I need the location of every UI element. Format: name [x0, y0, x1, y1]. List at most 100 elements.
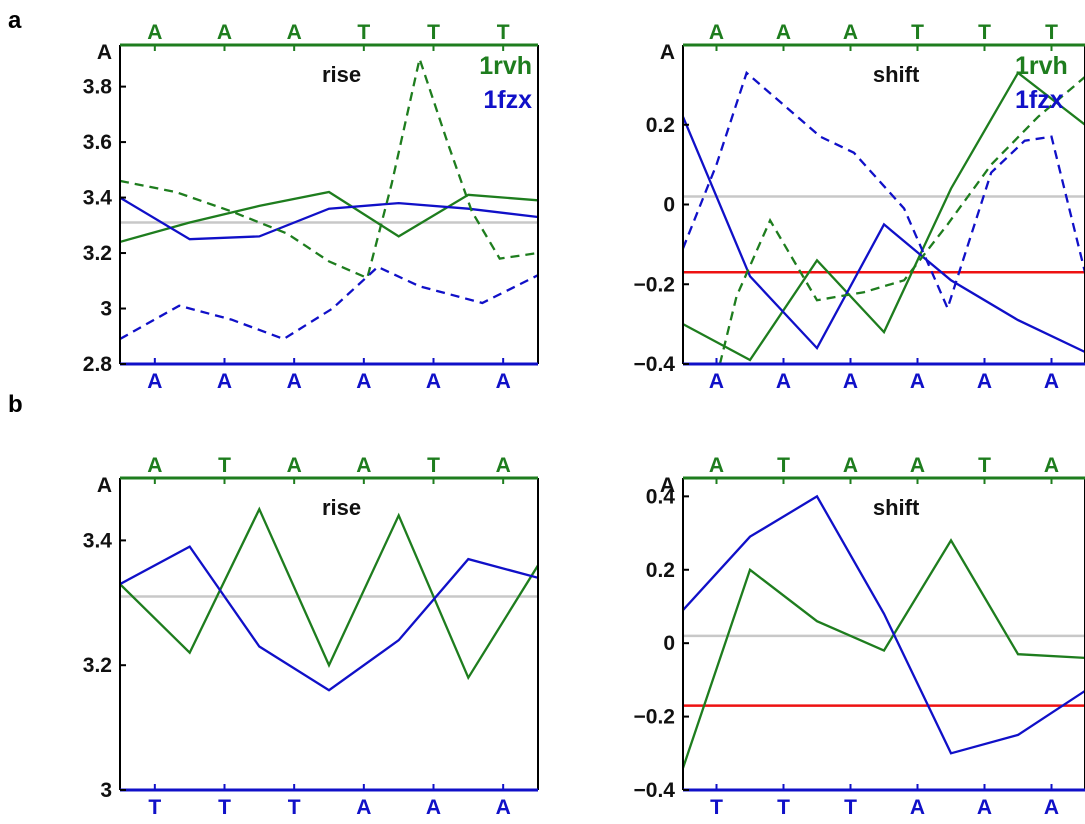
top-sequence-letter: A: [356, 454, 371, 477]
corner-label: A: [97, 41, 112, 64]
y-tick-label: 2.8: [83, 353, 113, 376]
bottom-sequence-letter: A: [910, 796, 925, 819]
y-tick-label: 0.2: [646, 114, 675, 137]
top-sequence-letter: T: [357, 21, 370, 44]
y-tick-label: 3.4: [83, 187, 113, 210]
chart-title: rise: [322, 495, 361, 520]
series-line-green-solid: [683, 538, 1085, 769]
y-tick-label: 0: [663, 632, 675, 655]
top-sequence-letter: A: [910, 454, 925, 477]
bottom-sequence-letter: T: [148, 796, 161, 819]
y-tick-label: −0.4: [634, 353, 676, 376]
top-sequence-letter: T: [497, 21, 510, 44]
y-tick-label: 3.2: [83, 654, 112, 677]
y-tick-label: 3.8: [83, 76, 113, 99]
top-sequence-letter: A: [217, 21, 232, 44]
top-sequence-letter: A: [147, 21, 162, 44]
top-sequence-letter: A: [843, 454, 858, 477]
bottom-sequence-letter: T: [288, 796, 301, 819]
bottom-sequence-letter: A: [147, 370, 162, 393]
panel-label-a: a: [8, 7, 22, 34]
bottom-sequence-letter: A: [426, 370, 441, 393]
top-sequence-letter: T: [427, 454, 440, 477]
reference-lines: [683, 634, 1085, 707]
top-sequence-letter: T: [427, 21, 440, 44]
corner-label: A: [97, 474, 112, 497]
series-line-blue-dashed: [683, 70, 1085, 312]
bottom-sequence-letter: A: [776, 370, 791, 393]
top-sequence-letter: T: [218, 454, 231, 477]
legend-entry-1rvh: 1rvh: [479, 52, 532, 80]
bottom-sequence-letter: A: [977, 796, 992, 819]
legend-entry-1fzx: 1fzx: [1015, 86, 1064, 114]
bottom-sequence-letter: A: [709, 370, 724, 393]
bottom-sequence-letter: T: [710, 796, 723, 819]
series-line-blue-dashed: [120, 265, 538, 341]
series-line-blue-solid: [683, 116, 1085, 354]
bottom-sequence-letter: T: [844, 796, 857, 819]
bottom-sequence-letter: A: [910, 370, 925, 393]
series-line-green-solid: [120, 506, 538, 681]
series-line-blue-solid: [120, 196, 538, 241]
top-sequence-letter: A: [1044, 454, 1059, 477]
series-line-green-dashed: [120, 54, 538, 280]
bottom-sequence-letter: A: [977, 370, 992, 393]
y-tick-label: 3.2: [83, 242, 112, 265]
y-tick-label: 0: [663, 194, 675, 217]
top-sequence-letter: T: [777, 454, 790, 477]
series-group: [683, 70, 1085, 364]
bottom-sequence-letter: A: [426, 796, 441, 819]
bottom-sequence-letter: A: [217, 370, 232, 393]
legend-entry-1fzx: 1fzx: [483, 86, 532, 114]
bottom-sequence-letter: A: [287, 370, 302, 393]
corner-label: A: [660, 474, 675, 497]
bottom-sequence-letter: A: [356, 370, 371, 393]
bottom-sequence-letter: A: [843, 370, 858, 393]
bottom-sequence-letter: T: [218, 796, 231, 819]
y-tick-label: 0.2: [646, 559, 675, 582]
bottom-sequence-letter: A: [496, 796, 511, 819]
bottom-sequence-letter: T: [777, 796, 790, 819]
corner-label: A: [660, 41, 675, 64]
bottom-sequence-letter: A: [496, 370, 511, 393]
panel-label-b: b: [8, 391, 23, 418]
top-sequence-letter: T: [911, 21, 924, 44]
legend-entry-1rvh: 1rvh: [1015, 52, 1068, 80]
series-line-green-solid: [120, 190, 538, 244]
y-tick-label: 3.4: [83, 529, 113, 552]
top-sequence-letter: A: [843, 21, 858, 44]
y-tick-label: 3: [100, 298, 112, 321]
chart-title: rise: [322, 62, 361, 87]
top-sequence-letter: T: [978, 454, 991, 477]
y-tick-label: 3.6: [83, 131, 112, 154]
y-tick-label: 0.4: [646, 485, 676, 508]
reference-lines: [683, 195, 1085, 274]
series-line-green-solid: [683, 71, 1085, 362]
top-sequence-letter: T: [978, 21, 991, 44]
bottom-sequence-letter: A: [1044, 370, 1059, 393]
series-line-blue-solid: [120, 545, 538, 692]
chart-title: shift: [873, 62, 920, 87]
series-group: [120, 54, 538, 341]
series-group: [120, 506, 538, 692]
top-sequence-letter: T: [1045, 21, 1058, 44]
chart-title: shift: [873, 495, 920, 520]
bottom-sequence-letter: A: [356, 796, 371, 819]
bottom-sequence-letter: A: [1044, 796, 1059, 819]
top-sequence-letter: A: [147, 454, 162, 477]
top-sequence-letter: A: [287, 21, 302, 44]
y-tick-label: −0.2: [634, 273, 675, 296]
top-sequence-letter: A: [776, 21, 791, 44]
top-sequence-letter: A: [709, 21, 724, 44]
series-line-green-dashed: [718, 76, 1085, 364]
top-sequence-letter: A: [709, 454, 724, 477]
y-tick-label: 3: [100, 779, 112, 802]
top-sequence-letter: A: [496, 454, 511, 477]
series-line-blue-solid: [683, 494, 1085, 755]
